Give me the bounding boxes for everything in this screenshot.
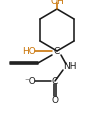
Text: C: C [52, 77, 58, 86]
Text: NH: NH [63, 62, 77, 71]
Text: HO: HO [22, 47, 36, 56]
Text: C: C [54, 47, 60, 56]
Text: OH: OH [50, 0, 64, 5]
Text: O: O [52, 96, 58, 105]
Text: ⁻O: ⁻O [24, 77, 36, 86]
